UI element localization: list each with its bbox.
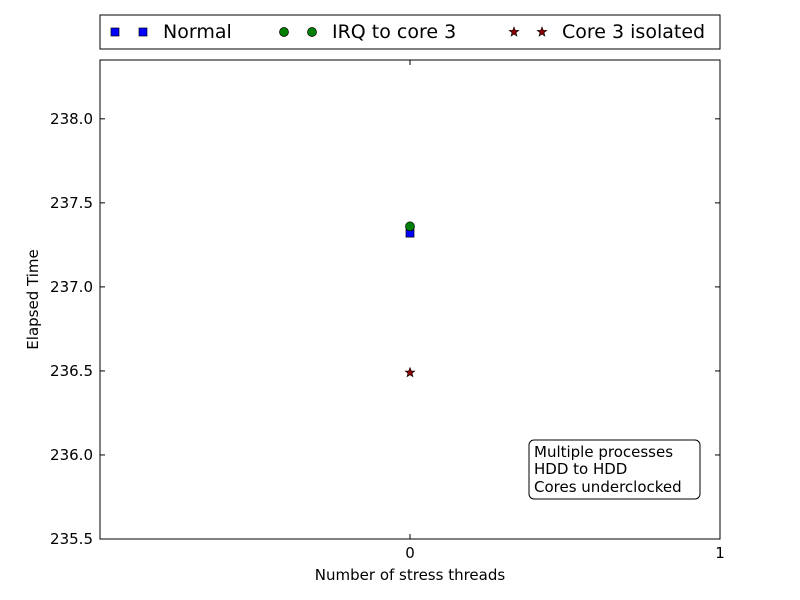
legend-marker-square bbox=[138, 27, 148, 37]
annotation-line-2: HDD to HDD bbox=[534, 460, 627, 478]
legend-marker-circle bbox=[307, 27, 317, 37]
legend: Normal IRQ to core 3 Core 3 isolated bbox=[99, 14, 721, 50]
annotation-line-1: Multiple processes bbox=[534, 443, 673, 461]
y-tick-label: 236.5 bbox=[50, 362, 93, 380]
data-point-star bbox=[404, 366, 416, 378]
y-axis-label: Elapsed Time bbox=[24, 249, 42, 349]
x-tick-label: 0 bbox=[405, 544, 415, 562]
y-tick-label: 237.0 bbox=[50, 278, 93, 296]
x-axis-label: Number of stress threads bbox=[315, 566, 506, 584]
annotation-line-3: Cores underclocked bbox=[534, 478, 682, 496]
legend-marker-star bbox=[508, 26, 520, 37]
legend-label: Core 3 isolated bbox=[562, 21, 705, 43]
y-tick-label: 238.0 bbox=[50, 110, 93, 128]
x-tick-label: 1 bbox=[715, 544, 725, 562]
annotation-frame bbox=[528, 439, 701, 500]
legend-marker-star bbox=[536, 26, 548, 37]
legend-marker-square bbox=[110, 27, 120, 37]
data-point-circle bbox=[405, 221, 415, 232]
legend-marker-circle bbox=[279, 27, 289, 37]
annotation-box: Multiple processes HDD to HDD Cores unde… bbox=[528, 439, 701, 500]
legend-frame bbox=[99, 14, 721, 50]
y-tick-label: 236.0 bbox=[50, 446, 93, 464]
legend-label: IRQ to core 3 bbox=[332, 21, 456, 43]
y-tick-label: 235.5 bbox=[50, 530, 93, 548]
y-tick-label: 237.5 bbox=[50, 194, 93, 212]
legend-label: Normal bbox=[163, 21, 232, 43]
